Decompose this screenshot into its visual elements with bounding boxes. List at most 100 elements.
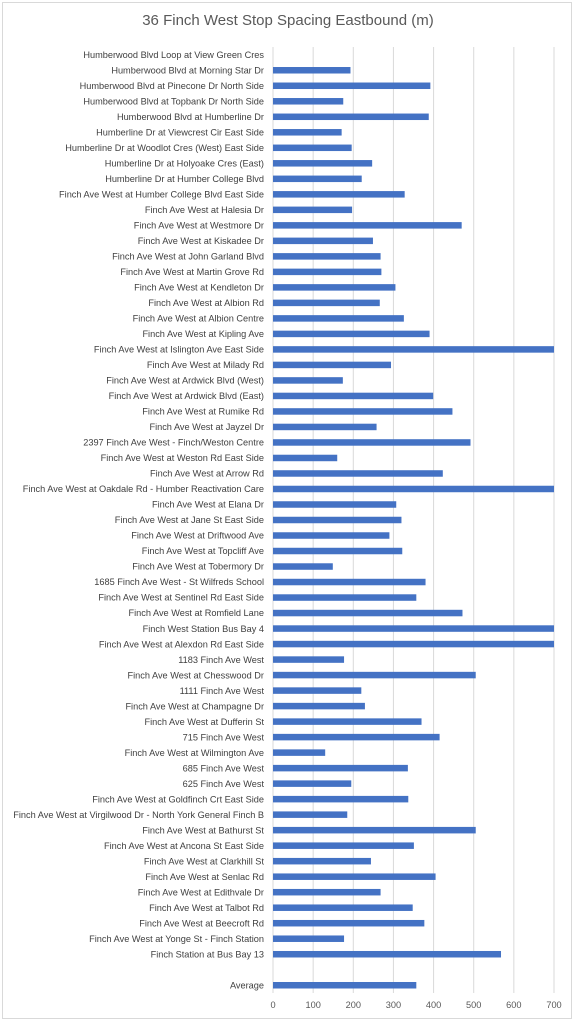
bar	[273, 578, 426, 586]
bar	[273, 67, 351, 74]
category-label: Average	[230, 980, 264, 990]
category-label: Finch Ave West at Talbot Rd	[149, 903, 264, 913]
category-label: Finch Ave West at Kendleton Dr	[134, 283, 264, 293]
category-label: Finch Ave West at Virgilwood Dr - North …	[13, 810, 264, 820]
category-label: Finch Ave West at Jayzel Dr	[149, 422, 264, 432]
category-label: Finch Ave West at Humber College Blvd Ea…	[59, 190, 264, 200]
bar	[273, 237, 373, 245]
category-label: Finch Ave West at Kipling Ave	[142, 329, 264, 339]
bar	[273, 842, 414, 849]
category-label: Finch Ave West at Champagne Dr	[125, 701, 264, 711]
bar	[273, 780, 352, 787]
category-label: 715 Finch Ave West	[183, 732, 265, 742]
bar	[273, 687, 362, 694]
category-label: Humberwood Blvd at Pinecone Dr North Sid…	[80, 81, 264, 91]
category-label: Finch Ave West at Edithvale Dr	[138, 887, 264, 897]
bar	[273, 656, 345, 663]
category-label: 2397 Finch Ave West - Finch/Weston Centr…	[83, 438, 264, 448]
bar	[273, 563, 333, 570]
bar	[273, 718, 422, 725]
category-label: Finch Ave West at Arrow Rd	[150, 469, 264, 479]
bar	[273, 299, 380, 307]
bar	[273, 950, 502, 958]
bar	[273, 454, 338, 462]
category-labels: Humberwood Blvd Loop at View Green Cres H…	[13, 50, 264, 990]
x-tick-label: 500	[466, 1000, 481, 1010]
x-tick-label: 600	[506, 1000, 521, 1010]
bar	[273, 330, 430, 338]
category-label: 1685 Finch Ave West - St Wilfreds School	[94, 577, 264, 587]
category-label: Humberline Dr at Humber College Blvd	[105, 174, 264, 184]
bar	[273, 191, 405, 198]
category-label: Humberline Dr at Woodlot Cres (West) Eas…	[65, 143, 264, 153]
category-label: Finch Ave West at Beecroft Rd	[139, 918, 264, 928]
bar	[273, 857, 371, 865]
category-label: Finch Ave West at Ancona St East Side	[104, 841, 264, 851]
category-label: Finch Ave West at Wilmington Ave	[125, 748, 264, 758]
category-label: Finch Ave West at Albion Centre	[133, 314, 264, 324]
bar	[273, 485, 554, 493]
category-label: Finch Ave West at Rumike Rd	[142, 407, 264, 417]
x-tick-label: 400	[426, 1000, 441, 1010]
category-label: Humberwood Blvd at Topbank Dr North Side	[83, 96, 264, 106]
category-label: Finch Ave West at Albion Rd	[148, 298, 264, 308]
bar	[273, 377, 343, 384]
bar	[273, 547, 403, 555]
chart-title: 36 Finch West Stop Spacing Eastbound (m)	[142, 12, 434, 29]
bar	[273, 361, 392, 369]
bar	[273, 268, 382, 276]
category-label: Finch Ave West at Goldfinch Crt East Sid…	[92, 794, 264, 804]
bar	[273, 640, 554, 648]
bar	[273, 795, 409, 803]
category-label: Finch Ave West at Martin Grove Rd	[120, 267, 264, 277]
bar	[273, 253, 381, 260]
bar	[273, 919, 425, 927]
category-label: Finch Ave West at Senlac Rd	[145, 872, 264, 882]
x-tick-label: 300	[386, 1000, 401, 1010]
bar	[273, 82, 431, 90]
bar	[273, 160, 373, 167]
bar	[273, 439, 471, 446]
bar	[273, 284, 396, 291]
category-label: Finch Ave West at Ardwick Blvd (East)	[109, 391, 264, 401]
category-label: Humberwood Blvd Loop at View Green Cres	[83, 50, 264, 60]
x-tick-label: 200	[346, 1000, 361, 1010]
category-label: Finch Ave West at Driftwood Ave	[131, 531, 264, 541]
bar	[273, 144, 352, 152]
category-label: 625 Finch Ave West	[183, 779, 265, 789]
bar	[273, 206, 353, 214]
bar	[273, 625, 554, 632]
category-label: Humberwood Blvd at Humberline Dr	[117, 112, 264, 122]
category-label: Finch Ave West at Kiskadee Dr	[138, 236, 264, 246]
category-label: Finch Ave West at Jane St East Side	[115, 515, 264, 525]
bar	[273, 113, 429, 121]
bar	[273, 873, 436, 880]
category-label: Finch Ave West at John Garland Blvd	[112, 252, 264, 262]
bar	[273, 764, 408, 772]
category-label: Humberwood Blvd at Morning Star Dr	[111, 65, 264, 75]
x-tick-label: 700	[546, 1000, 561, 1010]
category-label: Finch Ave West at Topcliff Ave	[142, 546, 264, 556]
x-tick-label: 0	[270, 1000, 275, 1010]
bar	[273, 222, 462, 229]
category-label: Finch Ave West at Milady Rd	[147, 360, 264, 370]
bar	[273, 609, 463, 617]
category-label: Finch West Station Bus Bay 4	[143, 624, 264, 634]
bar	[273, 392, 434, 400]
bar	[273, 98, 344, 105]
bar	[273, 594, 417, 601]
bar	[273, 423, 377, 431]
category-label: Finch Ave West at Islington Ave East Sid…	[94, 345, 264, 355]
bar	[273, 981, 417, 989]
category-label: Finch Ave West at Westmore Dr	[134, 221, 264, 231]
category-label: Finch Ave West at Elana Dr	[152, 500, 264, 510]
category-label: Finch Ave West at Weston Rd East Side	[101, 453, 264, 463]
bar	[273, 516, 402, 524]
bar	[273, 501, 397, 508]
bars	[273, 67, 554, 989]
category-label: Finch Ave West at Sentinel Rd East Side	[98, 593, 264, 603]
category-label: Finch Ave West at Clarkhill St	[144, 856, 265, 866]
category-label: 685 Finch Ave West	[183, 763, 265, 773]
bar	[273, 408, 453, 415]
